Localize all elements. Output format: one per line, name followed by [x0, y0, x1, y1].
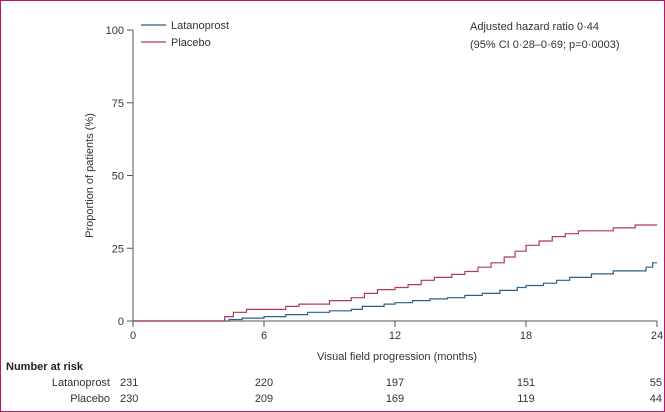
x-axis-label: Visual field progression (months)	[317, 351, 477, 363]
risk-value: 151	[517, 377, 535, 389]
x-tick-label: 6	[261, 330, 267, 342]
y-tick-label: 25	[112, 243, 124, 255]
legend: Latanoprost Placebo	[141, 20, 229, 49]
x-ticks: 0 6 12 18 24	[130, 321, 663, 342]
series-group	[133, 224, 657, 322]
series-line-placebo	[133, 224, 657, 322]
risk-value: 230	[120, 393, 138, 405]
risk-value: 220	[255, 377, 273, 389]
risk-row-label-placebo: Placebo	[70, 393, 110, 405]
risk-value: 119	[517, 393, 535, 405]
y-tick-label: 100	[106, 25, 124, 37]
y-axis-label: Proportion of patients (%)	[84, 113, 96, 238]
x-tick-label: 24	[651, 330, 663, 342]
series-line-latanoprost	[133, 262, 657, 322]
hazard-ratio-annotation: Adjusted hazard ratio 0·44	[470, 21, 599, 33]
risk-value: 55	[650, 377, 662, 389]
x-tick-label: 18	[520, 330, 532, 342]
risk-value: 44	[650, 393, 662, 405]
y-ticks: 0 25 50 75 100	[106, 25, 133, 328]
x-tick-label: 0	[130, 330, 136, 342]
y-tick-label: 0	[118, 316, 124, 328]
risk-value: 231	[120, 377, 138, 389]
x-tick-label: 12	[389, 330, 401, 342]
number-at-risk-title: Number at risk	[6, 361, 84, 373]
confidence-interval-annotation: (95% CI 0·28–0·69; p=0·0003)	[470, 39, 620, 51]
risk-value: 209	[255, 393, 273, 405]
risk-value: 197	[386, 377, 404, 389]
y-tick-label: 75	[112, 98, 124, 110]
legend-label-placebo: Placebo	[171, 37, 211, 49]
risk-row-label-latanoprost: Latanoprost	[52, 377, 110, 389]
legend-label-latanoprost: Latanoprost	[171, 20, 229, 32]
risk-value: 169	[386, 393, 404, 405]
number-at-risk-values: 231 220 197 151 55 230 209 169 119 44	[120, 377, 662, 405]
y-tick-label: 50	[112, 171, 124, 183]
